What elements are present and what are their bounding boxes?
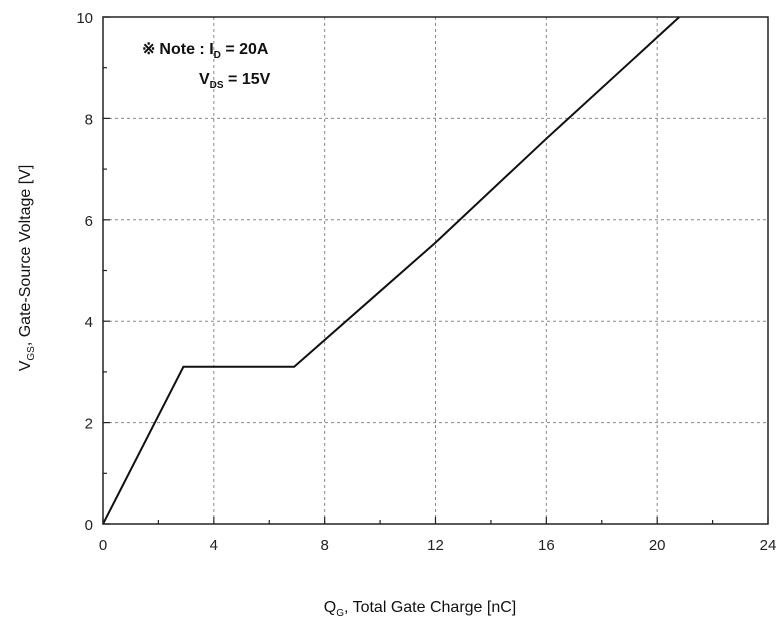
series-layer <box>102 16 680 525</box>
y-tick-label: 4 <box>85 314 93 331</box>
y-tick-label: 8 <box>85 111 93 128</box>
y-tick-label: 0 <box>85 517 93 534</box>
x-tick-label: 24 <box>760 537 777 554</box>
note-annotation: ※ Note : ID = 20A VDS = 15V <box>142 41 271 91</box>
note-symbol: ※ <box>142 41 155 58</box>
note-line-2: VDS = 15V <box>199 71 271 91</box>
x-tick-label: 0 <box>99 537 107 554</box>
y-tick-label: 10 <box>76 10 93 27</box>
y-tick-label: 2 <box>85 416 93 433</box>
y-axis-label: VGS, Gate-Source Voltage [V] <box>17 165 37 372</box>
x-tick-label: 12 <box>427 537 444 554</box>
plot-frame <box>102 16 769 525</box>
x-tick-label: 16 <box>538 537 555 554</box>
grid-lines <box>103 17 768 524</box>
x-axis-label: QG, Total Gate Charge [nC] <box>324 599 516 619</box>
x-tick-label: 8 <box>320 537 328 554</box>
x-tick-label: 20 <box>649 537 666 554</box>
x-tick-label: 4 <box>210 537 218 554</box>
y-tick-label: 6 <box>85 213 93 230</box>
gate-charge-curve <box>102 16 680 525</box>
note-line-1: ※ Note : ID = 20A <box>142 41 269 61</box>
